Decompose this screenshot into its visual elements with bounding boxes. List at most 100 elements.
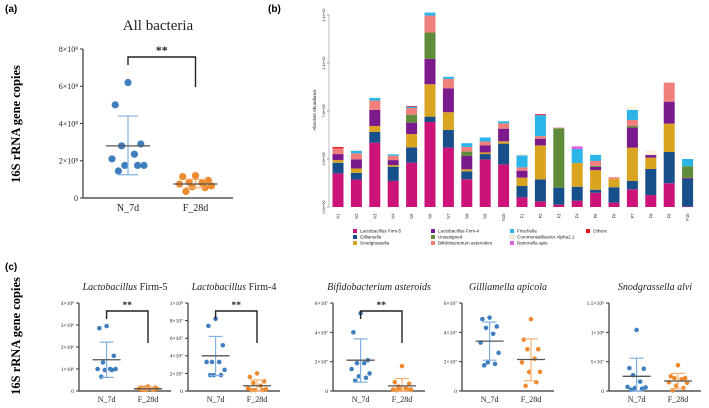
data-point-N_7d xyxy=(111,101,119,109)
data-point-N_7d xyxy=(98,374,104,380)
legend-swatch xyxy=(509,234,515,240)
legend-label: Bifidobacterium asteroides xyxy=(438,241,493,246)
bar-segment-N5 xyxy=(406,107,418,115)
data-point-N_7d xyxy=(137,140,145,148)
bar-segment-N2 xyxy=(350,172,362,180)
y-tick-label: 6×10⁷ xyxy=(315,301,328,307)
data-point-F_28d xyxy=(392,379,398,385)
data-point-F_28d xyxy=(525,346,530,352)
bar-segment-F4 xyxy=(571,162,583,187)
data-point-F_28d xyxy=(406,381,412,386)
legend-swatch xyxy=(431,229,435,233)
title-part: Firm-4 xyxy=(246,282,276,293)
bar-segment-F1 xyxy=(516,155,528,168)
data-point-N_7d xyxy=(361,360,367,366)
y-tick-label: 1.4e+10 xyxy=(322,8,326,21)
data-point-F_28d xyxy=(408,387,414,392)
data-point-N_7d xyxy=(363,375,369,381)
data-point-N_7d xyxy=(206,323,211,329)
x-tick-label: N_7d xyxy=(98,395,116,404)
legend-swatch xyxy=(510,229,514,233)
legend-swatch xyxy=(510,241,514,245)
bar-segment-N2 xyxy=(350,149,362,151)
data-point-N_7d xyxy=(216,359,222,365)
x-tick-label: N6 xyxy=(428,213,433,219)
y-tick-label: 3×10⁸ xyxy=(61,323,74,329)
y-tick-label: 0 xyxy=(71,389,74,395)
data-point-N_7d xyxy=(220,342,226,348)
data-point-N_7d xyxy=(140,161,148,170)
bar-segment-F7 xyxy=(626,119,638,126)
legend-label: Bartonella apis xyxy=(517,241,548,246)
bar-segment-F8 xyxy=(645,169,657,196)
bar-segment-F6 xyxy=(608,177,620,179)
data-point-F_28d xyxy=(521,337,527,342)
data-point-N_7d xyxy=(356,374,362,379)
panel-label-c: (c) xyxy=(5,262,17,273)
panel-label-a: (a) xyxy=(5,4,17,15)
y-tick-label: 1×10⁸ xyxy=(170,301,183,307)
legend-swatch xyxy=(431,235,435,239)
y-tick-label: 0 xyxy=(325,389,328,395)
bar-segment-F10 xyxy=(682,166,694,178)
bar-segment-F1 xyxy=(516,170,528,178)
significance-bracket xyxy=(105,310,149,343)
bar-segment-N5 xyxy=(406,122,418,135)
bar-segment-N4 xyxy=(387,154,399,156)
legend-swatch xyxy=(353,229,357,233)
data-point-N_7d xyxy=(134,161,142,170)
bar-segment-F10 xyxy=(682,159,694,167)
bar-segment-F10 xyxy=(682,206,694,208)
y-tick-label: 2×10⁸ xyxy=(61,345,74,351)
data-point-F_28d xyxy=(537,369,543,375)
legend-label: Lactobacillus Firm-4 xyxy=(438,229,480,234)
data-point-F_28d xyxy=(188,183,196,191)
y-tick-label: 4×10⁸ xyxy=(59,119,79,128)
legend-label: Snodgrassella xyxy=(360,241,390,246)
data-point-F_28d xyxy=(519,360,525,365)
data-point-F_28d xyxy=(399,363,405,369)
bar-segment-F4 xyxy=(571,148,583,163)
bar-segment-N2 xyxy=(350,153,362,160)
y-tick-label: 1×10⁸ xyxy=(591,330,604,336)
bar-segment-F4 xyxy=(571,186,583,201)
bar-segment-F5 xyxy=(590,189,602,193)
bar-segment-N5 xyxy=(406,162,418,207)
bar-segment-F2 xyxy=(534,179,546,202)
data-point-F_28d xyxy=(673,383,679,389)
data-point-N_7d xyxy=(487,315,492,320)
data-point-N_7d xyxy=(124,78,132,87)
bar-segment-N1 xyxy=(332,160,344,163)
bar-segment-N2 xyxy=(350,150,362,154)
bar-segment-N8 xyxy=(461,146,473,152)
chart-title-a: All bacteria xyxy=(123,18,194,34)
y-tick-label: 7.0e+09 xyxy=(322,104,326,117)
chart-title-c5: Snodgrassella alvi xyxy=(618,282,692,293)
bar-segment-N3 xyxy=(369,109,381,126)
bar-segment-N4 xyxy=(387,165,399,167)
significance-label: ** xyxy=(232,301,242,311)
bar-segment-N3 xyxy=(369,131,381,143)
x-tick-label: N_7d xyxy=(352,395,370,404)
bar-segment-N3 xyxy=(369,142,381,207)
data-point-N_7d xyxy=(108,155,116,163)
x-tick-label: F_28d xyxy=(247,395,267,404)
bar-segment-N9 xyxy=(479,145,491,153)
legend-label: Lactobacillus Firm-5 xyxy=(360,229,402,234)
y-tick-label: 8×10⁷ xyxy=(170,319,183,325)
data-point-F_28d xyxy=(672,375,677,381)
bar-segment-N9 xyxy=(479,137,491,142)
bar-segment-N1 xyxy=(332,148,344,155)
bar-segment-N3 xyxy=(369,100,381,110)
legend-swatch xyxy=(586,229,590,233)
data-point-N_7d xyxy=(222,367,227,373)
legend-label: Commensalibacter Alpha2.1 xyxy=(517,235,575,240)
y-tick-label: 0 xyxy=(454,389,457,395)
bar-segment-N5 xyxy=(406,106,418,108)
data-point-N_7d xyxy=(130,150,138,158)
data-point-F_28d xyxy=(251,380,256,386)
data-point-N_7d xyxy=(637,379,643,384)
title-part: Bifidobacterium asteroids xyxy=(327,282,431,293)
bar-segment-N1 xyxy=(332,162,344,174)
bar-segment-N4 xyxy=(387,166,399,181)
